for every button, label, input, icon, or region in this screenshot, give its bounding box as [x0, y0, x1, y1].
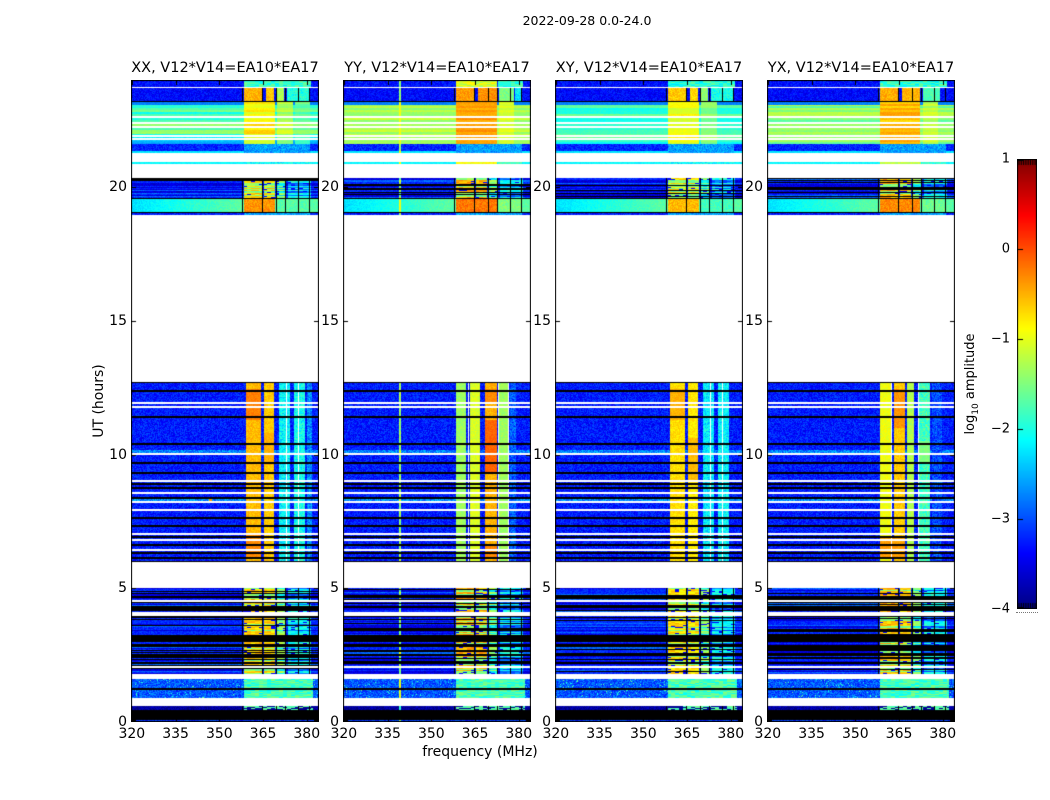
panel-title-yx: YX, V12*V14=EA10*EA17 [767, 60, 955, 76]
x-tick-label: 335 [586, 726, 613, 742]
x-tick-label: 380 [929, 726, 957, 742]
y-axis-label: UT (hours) [91, 364, 107, 438]
x-tick-label: 365 [673, 726, 701, 742]
y-tick-label: 5 [754, 580, 763, 597]
colorbar-tick-label: −1 [990, 331, 1010, 347]
x-tick-label: 335 [162, 726, 189, 742]
x-tick-label: 335 [798, 726, 825, 742]
colorbar [1017, 159, 1037, 609]
y-tick-label: 20 [745, 179, 763, 195]
y-tick-label: 5 [330, 580, 339, 597]
x-tick-label: 365 [885, 726, 913, 742]
colorbar-tick-label: −3 [990, 511, 1010, 527]
x-tick-label: 320 [118, 726, 146, 742]
panel-title-xx: XX, V12*V14=EA10*EA17 [131, 60, 319, 76]
x-tick-label: 365 [249, 726, 277, 742]
colorbar-tick-label: 0 [1001, 241, 1010, 257]
y-tick-label: 5 [118, 580, 127, 597]
colorbar-extend-dots [1016, 612, 1038, 613]
y-tick-label: 0 [754, 714, 763, 730]
figure-title: 2022-09-28 0.0-24.0 [522, 13, 652, 28]
x-tick-label: 380 [293, 726, 321, 742]
x-tick-label: 365 [461, 726, 489, 742]
y-tick-label: 5 [542, 580, 551, 597]
x-axis-label: frequency (MHz) [422, 744, 538, 760]
x-tick-label: 380 [505, 726, 533, 742]
x-tick-label: 380 [717, 726, 745, 742]
y-tick-label: 10 [109, 446, 127, 463]
colorbar-tick-label: −2 [990, 421, 1010, 437]
x-tick-label: 350 [841, 726, 869, 742]
colorbar-label: log10 amplitude [963, 333, 981, 434]
y-tick-label: 20 [533, 179, 551, 195]
x-tick-label: 350 [629, 726, 657, 742]
y-tick-label: 15 [109, 312, 127, 329]
panel-title-yy: YY, V12*V14=EA10*EA17 [344, 60, 530, 76]
colorbar-label-sub: 10 [970, 403, 981, 415]
x-tick-label: 320 [542, 726, 570, 742]
y-tick-label: 20 [109, 179, 127, 195]
y-tick-label: 15 [321, 312, 339, 329]
y-tick-label: 10 [745, 446, 763, 463]
panel-title-xy: XY, V12*V14=EA10*EA17 [555, 60, 743, 76]
spectrogram-yy [343, 80, 531, 722]
y-tick-label: 10 [321, 446, 339, 463]
y-tick-label: 15 [745, 312, 763, 329]
colorbar-tick-label: 1 [1001, 151, 1010, 167]
spectrogram-yx [767, 80, 955, 722]
y-tick-label: 0 [330, 714, 339, 730]
x-tick-label: 350 [205, 726, 233, 742]
y-tick-label: 0 [118, 714, 127, 730]
y-tick-label: 0 [542, 714, 551, 730]
x-tick-label: 335 [374, 726, 401, 742]
y-tick-label: 15 [533, 312, 551, 329]
colorbar-tick-label: −4 [990, 601, 1010, 617]
spectrogram-xx [131, 80, 319, 722]
y-tick-label: 20 [321, 179, 339, 195]
x-tick-label: 320 [754, 726, 782, 742]
spectrogram-xy [555, 80, 743, 722]
y-tick-label: 10 [533, 446, 551, 463]
x-tick-label: 350 [417, 726, 445, 742]
x-tick-label: 320 [330, 726, 358, 742]
